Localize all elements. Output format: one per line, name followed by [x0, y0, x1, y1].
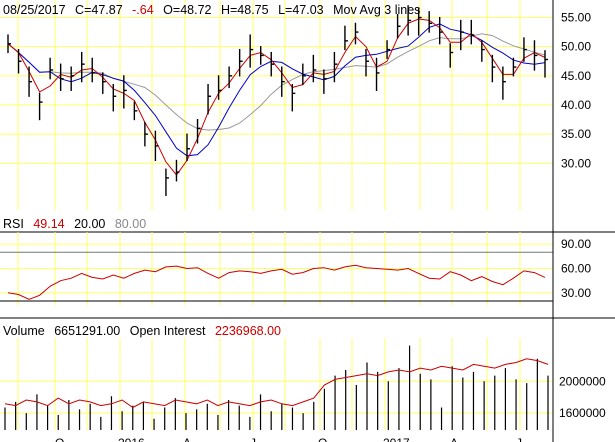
rsi-line	[7, 264, 546, 300]
header-date: 08/25/2017	[3, 3, 66, 17]
volume-value: 6651291.00	[54, 324, 121, 338]
rsi-value: 49.14	[33, 217, 65, 231]
header-high: H=48.75	[220, 3, 269, 17]
price-ytick-label: 50.00	[561, 40, 591, 54]
price-ytick-label: 35.00	[561, 127, 591, 141]
rsi-label: RSI	[3, 217, 24, 231]
price-ytick-label: 30.00	[561, 156, 591, 170]
open-interest-line	[4, 358, 549, 409]
x-axis-label-7: J	[516, 436, 522, 442]
x-axis-label-6: A	[450, 436, 458, 442]
vol-ytick-label: 1600000	[559, 406, 606, 420]
rsi-upper: 80.00	[114, 217, 147, 231]
price-ytick-label: 55.00	[561, 11, 591, 25]
rsi-ytick-label: 30.00	[561, 286, 591, 300]
volume-header: Volume 6651291.00 Open Interest 2236968.…	[3, 324, 287, 338]
x-axis-label-0: O	[55, 436, 64, 442]
header-open: O=48.72	[163, 3, 212, 17]
ma-fast-line	[7, 18, 546, 176]
volume-label: Volume	[3, 324, 45, 338]
price-ytick-label: 45.00	[561, 69, 591, 83]
header-low: L=47.03	[278, 3, 324, 17]
x-axis-label-2: A	[183, 436, 191, 442]
x-axis-label-5: 2017	[383, 436, 410, 442]
x-axis-label-3: J	[250, 436, 256, 442]
price-header: 08/25/2017 C=47.87 -.64 O=48.72 H=48.75 …	[3, 3, 426, 17]
rsi-ytick-label: 60.00	[561, 262, 591, 276]
rsi-ytick-label: 90.00	[561, 237, 591, 251]
rsi-lower: 20.00	[74, 217, 106, 231]
header-study: Mov Avg 3 lines	[333, 3, 421, 17]
oi-value: 2236968.00	[214, 324, 281, 338]
vol-ytick-label: 2000000	[559, 374, 606, 388]
x-axis-label-1: 2016	[118, 436, 145, 442]
rsi-header: RSI 49.14 20.00 80.00	[3, 217, 152, 231]
price-ytick-label: 40.00	[561, 98, 591, 112]
oi-label: Open Interest	[129, 324, 206, 338]
header-close: C=47.87	[75, 3, 123, 17]
x-axis-label-4: O	[318, 436, 327, 442]
ma-slow-line	[7, 33, 546, 131]
header-change: -.64	[132, 3, 154, 17]
